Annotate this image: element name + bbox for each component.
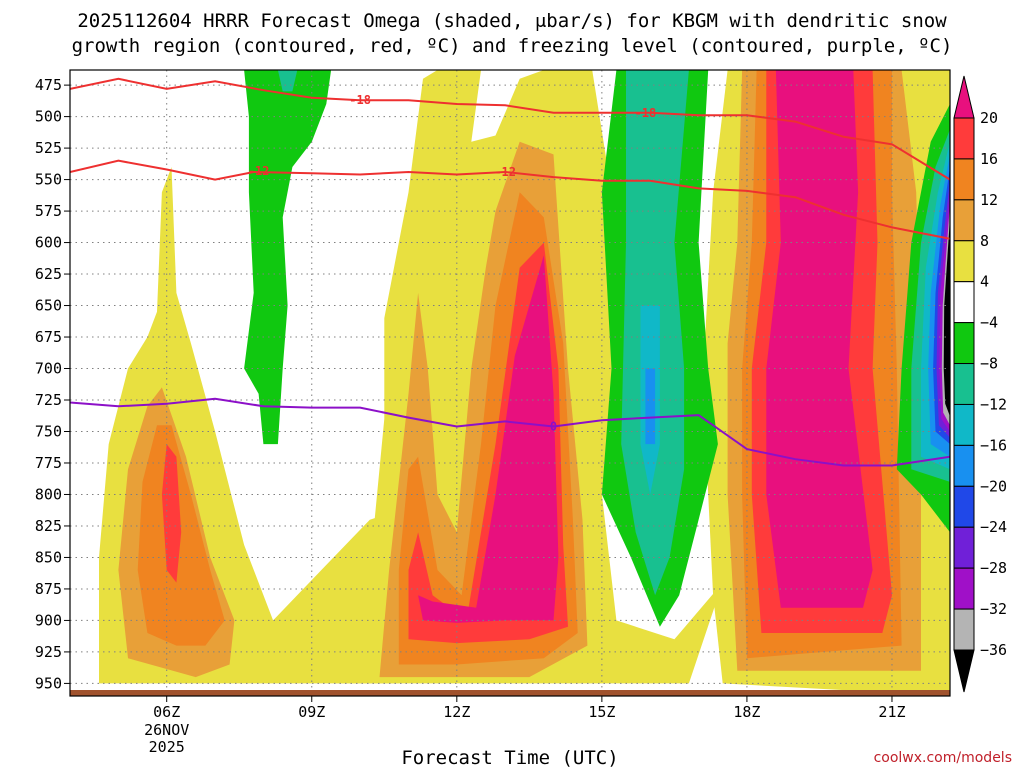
colorbar-label: 16	[980, 150, 998, 168]
x-tick-date-label: 26NOV	[144, 721, 189, 739]
chart-title-line-1: 2025112604 HRRR Forecast Omega (shaded, …	[77, 10, 947, 32]
omega-region-neg-16z-blue	[645, 368, 656, 445]
colorbar-swatch	[953, 567, 975, 610]
y-tick-label: 875	[35, 580, 62, 598]
colorbar-swatch	[953, 444, 975, 487]
plot-frame	[69, 69, 951, 697]
chart-title-line-2: growth region (contoured, red, ºC) and f…	[72, 35, 953, 57]
y-tick-label: 650	[35, 297, 62, 315]
colorbar-swatch	[953, 281, 975, 324]
y-tick-label: 525	[35, 139, 62, 157]
y-tick-label: 725	[35, 391, 62, 409]
colorbar-swatch	[953, 158, 975, 201]
colorbar-label: −4	[980, 314, 998, 332]
colorbar-label: 20	[980, 109, 998, 127]
contour-label: 0	[550, 419, 557, 433]
colorbar-label: −8	[980, 355, 998, 373]
x-tick-label: 09Z	[298, 703, 325, 721]
x-tick-label: 15Z	[588, 703, 615, 721]
contour-label: -18	[635, 106, 657, 120]
y-tick-label: 775	[35, 454, 62, 472]
colorbar-top-arrow	[953, 75, 975, 119]
gridlines	[70, 70, 950, 696]
omega-region-lobe-06z-12	[137, 425, 225, 646]
y-tick-label: 625	[35, 265, 62, 283]
contour-line--12c	[70, 159, 950, 240]
terrain-ground-strip	[70, 690, 950, 696]
y-tick-label: 475	[35, 76, 62, 94]
y-tick-label: 850	[35, 548, 62, 566]
colorbar-bottom-arrow	[953, 649, 975, 693]
y-tick-label: 700	[35, 360, 62, 378]
y-tick-label: 675	[35, 328, 62, 346]
omega-region-col-18z-20	[766, 70, 873, 608]
x-axis-label: Forecast Time (UTC)	[401, 747, 618, 768]
x-tick-label: 12Z	[443, 703, 470, 721]
temperature-contours: -18 -18 -12 -12 0	[70, 77, 950, 467]
omega-region-neg-08z-teal	[277, 70, 298, 92]
contour-label: -12	[494, 165, 516, 179]
colorbar-swatch	[953, 322, 975, 365]
credit-text: coolwx.com/models	[874, 750, 1012, 766]
omega-region-col-12z-20	[418, 255, 559, 623]
colorbar-swatch	[953, 199, 975, 242]
y-tick-label: 825	[35, 517, 62, 535]
y-axis-pressure: 475 500 525 550 575 600 625 650 675 700 725 750 775 8…	[35, 76, 70, 692]
y-tick-label: 950	[35, 674, 62, 692]
x-tick-label: 06Z	[153, 703, 180, 721]
colorbar-label: −36	[980, 641, 1007, 659]
colorbar-label: −20	[980, 477, 1007, 495]
y-tick-label: 500	[35, 108, 62, 126]
contour-line-0c-freezing-level	[70, 397, 950, 467]
colorbar-swatch	[953, 363, 975, 405]
colorbar-swatch	[953, 608, 975, 651]
colorbar-swatch	[953, 240, 975, 283]
colorbar-label: 8	[980, 232, 989, 250]
x-tick-label: 18Z	[733, 703, 760, 721]
colorbar-swatch	[953, 403, 975, 446]
y-tick-label: 550	[35, 171, 62, 189]
y-tick-label: 575	[35, 202, 62, 220]
colorbar: 20 16 12 8 4 −4 −8 −12 −16 −20 −24 −28 −32 −36	[953, 75, 1007, 693]
y-tick-label: 750	[35, 422, 62, 440]
colorbar-swatch	[953, 526, 975, 569]
colorbar-label: −32	[980, 600, 1007, 618]
contour-label: -12	[248, 164, 270, 178]
y-tick-label: 600	[35, 234, 62, 252]
x-tick-date-label: 2025	[149, 738, 185, 756]
y-tick-label: 925	[35, 643, 62, 661]
colorbar-swatch	[953, 485, 975, 528]
omega-region-lobe-06z-16	[161, 444, 182, 583]
colorbar-label: −24	[980, 518, 1007, 536]
contour-label: -18	[349, 93, 371, 107]
colorbar-label: 12	[980, 191, 998, 209]
colorbar-label: −16	[980, 436, 1007, 454]
x-tick-label: 21Z	[878, 703, 905, 721]
omega-region-neg-08z-green	[244, 70, 332, 445]
y-tick-label: 800	[35, 485, 62, 503]
colorbar-swatch	[953, 117, 975, 160]
colorbar-label: 4	[980, 273, 989, 291]
colorbar-label: −12	[980, 395, 1007, 413]
contour-line--18c	[70, 77, 950, 181]
omega-region-neg-21z-black	[943, 217, 950, 417]
colorbar-label: −28	[980, 559, 1007, 577]
y-tick-label: 900	[35, 611, 62, 629]
